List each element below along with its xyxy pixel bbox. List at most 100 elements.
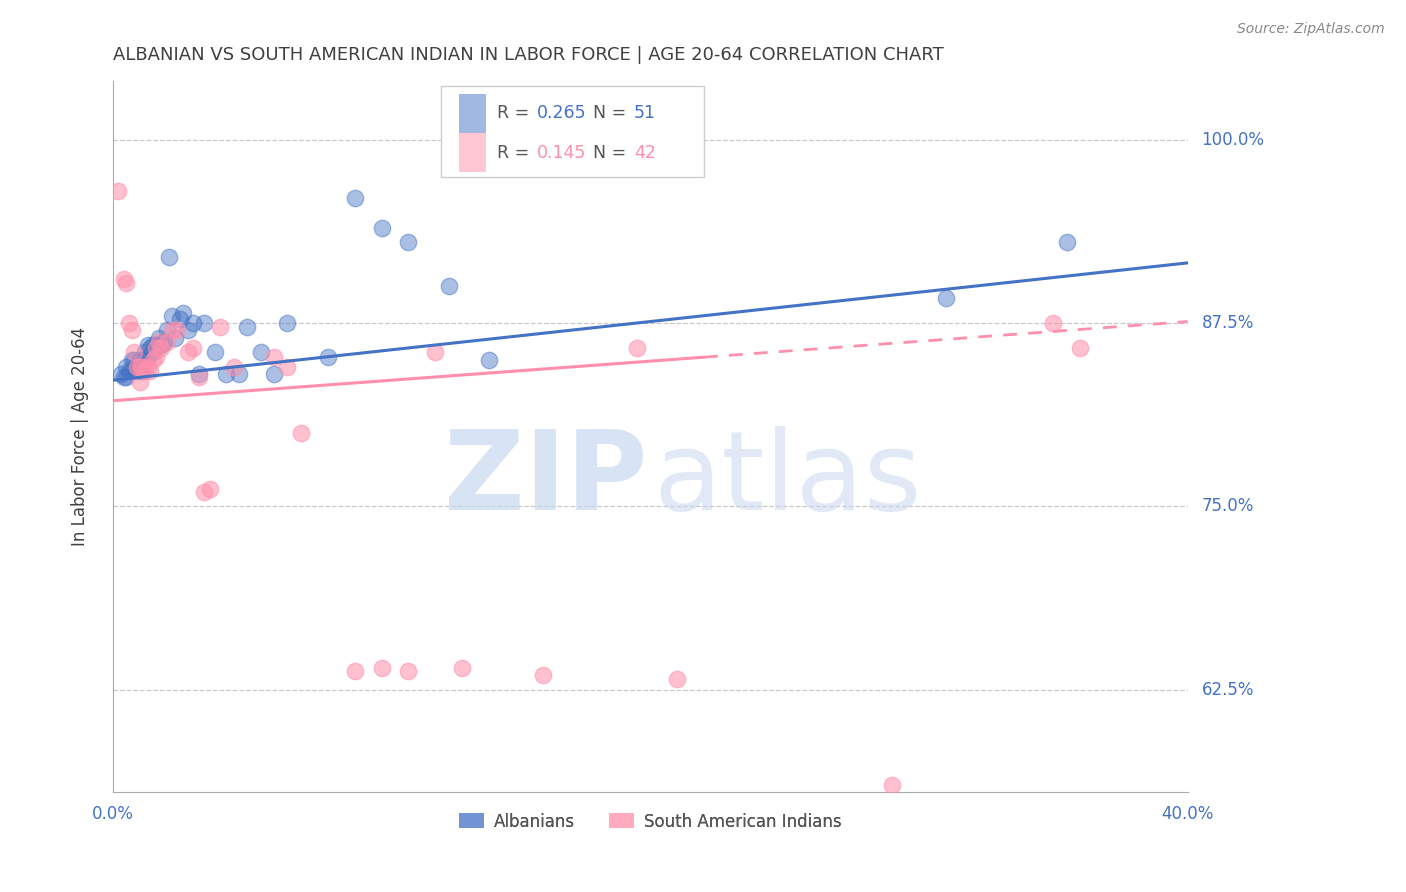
Point	[136, 359, 159, 374]
Text: R =: R =	[496, 104, 534, 122]
Point	[425, 345, 447, 359]
Point	[343, 664, 366, 678]
Point	[177, 345, 200, 359]
Point	[125, 364, 148, 378]
Point	[249, 345, 271, 359]
FancyBboxPatch shape	[440, 86, 704, 178]
Point	[145, 350, 167, 364]
Point	[128, 363, 150, 377]
Point	[437, 279, 460, 293]
Point	[935, 291, 957, 305]
Point	[139, 341, 162, 355]
Point	[115, 370, 138, 384]
Point	[125, 359, 148, 374]
Point	[155, 335, 177, 350]
Text: 75.0%: 75.0%	[1202, 498, 1254, 516]
Point	[626, 341, 648, 355]
Point	[343, 191, 366, 205]
Bar	[458, 94, 486, 133]
Point	[118, 316, 141, 330]
Point	[183, 341, 205, 355]
Point	[124, 345, 146, 359]
Point	[112, 272, 135, 286]
Text: 0.145: 0.145	[537, 144, 586, 161]
Point	[880, 778, 903, 792]
Point	[666, 673, 689, 687]
Point	[160, 323, 183, 337]
Text: 87.5%: 87.5%	[1202, 314, 1254, 332]
Text: N =: N =	[593, 144, 633, 161]
Point	[263, 350, 285, 364]
Point	[145, 341, 167, 355]
Point	[209, 320, 232, 334]
Point	[128, 359, 150, 374]
Point	[172, 306, 194, 320]
Point	[131, 359, 153, 374]
Point	[1042, 316, 1064, 330]
Point	[263, 368, 285, 382]
Point	[124, 352, 146, 367]
Point	[228, 368, 250, 382]
Point	[139, 364, 162, 378]
Point	[121, 363, 143, 377]
Point	[145, 341, 167, 355]
Point	[478, 352, 501, 367]
Point	[115, 359, 138, 374]
Text: 51: 51	[634, 104, 657, 122]
Point	[1069, 341, 1091, 355]
Point	[125, 359, 148, 374]
Text: 62.5%: 62.5%	[1202, 681, 1254, 698]
Point	[121, 323, 143, 337]
Point	[1056, 235, 1078, 250]
Point	[198, 482, 221, 496]
Point	[193, 316, 215, 330]
Point	[115, 277, 138, 291]
Text: 100.0%: 100.0%	[1202, 131, 1264, 149]
Point	[396, 235, 419, 250]
Bar	[458, 133, 486, 172]
Point	[236, 320, 259, 334]
Point	[145, 338, 167, 352]
Text: N =: N =	[593, 104, 633, 122]
Text: 42: 42	[634, 144, 657, 161]
Point	[370, 220, 392, 235]
Point	[134, 345, 156, 359]
Point	[136, 338, 159, 352]
Point	[153, 335, 176, 350]
Text: Source: ZipAtlas.com: Source: ZipAtlas.com	[1237, 22, 1385, 37]
Point	[187, 370, 209, 384]
Point	[183, 316, 205, 330]
Point	[110, 368, 132, 382]
Point	[150, 341, 173, 355]
Point	[118, 364, 141, 378]
Point	[131, 359, 153, 374]
Point	[290, 425, 312, 440]
Point	[531, 668, 554, 682]
Point	[148, 335, 170, 350]
Text: atlas: atlas	[654, 425, 922, 533]
Text: ALBANIAN VS SOUTH AMERICAN INDIAN IN LABOR FORCE | AGE 20-64 CORRELATION CHART: ALBANIAN VS SOUTH AMERICAN INDIAN IN LAB…	[112, 46, 943, 64]
Point	[136, 350, 159, 364]
Point	[107, 184, 129, 198]
Y-axis label: In Labor Force | Age 20-64: In Labor Force | Age 20-64	[72, 327, 89, 546]
Point	[131, 364, 153, 378]
Point	[187, 368, 209, 382]
Point	[142, 338, 165, 352]
Point	[142, 345, 165, 359]
Text: 0.265: 0.265	[537, 104, 586, 122]
Point	[121, 352, 143, 367]
Point	[134, 352, 156, 367]
Point	[193, 484, 215, 499]
Point	[276, 359, 298, 374]
Legend: Albanians, South American Indians: Albanians, South American Indians	[453, 806, 848, 838]
Point	[169, 311, 191, 326]
Point	[177, 323, 200, 337]
Point	[155, 323, 177, 337]
Point	[112, 370, 135, 384]
Point	[222, 359, 245, 374]
Point	[148, 331, 170, 345]
Point	[128, 375, 150, 389]
Point	[204, 345, 226, 359]
Point	[370, 660, 392, 674]
Point	[160, 309, 183, 323]
